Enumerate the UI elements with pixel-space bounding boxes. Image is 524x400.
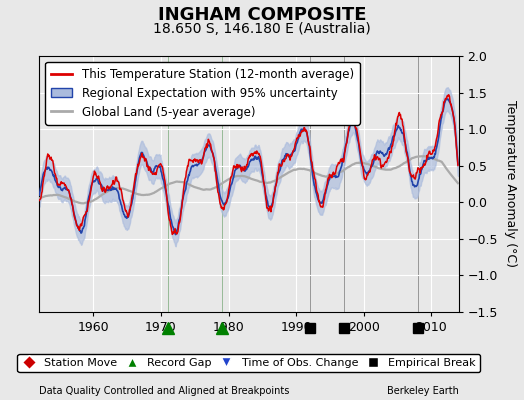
- Text: Berkeley Earth: Berkeley Earth: [387, 386, 458, 396]
- Legend: Station Move, Record Gap, Time of Obs. Change, Empirical Break: Station Move, Record Gap, Time of Obs. C…: [17, 354, 481, 372]
- Text: INGHAM COMPOSITE: INGHAM COMPOSITE: [158, 6, 366, 24]
- Legend: This Temperature Station (12-month average), Regional Expectation with 95% uncer: This Temperature Station (12-month avera…: [45, 62, 360, 124]
- Y-axis label: Temperature Anomaly (°C): Temperature Anomaly (°C): [505, 100, 518, 268]
- Text: 18.650 S, 146.180 E (Australia): 18.650 S, 146.180 E (Australia): [153, 22, 371, 36]
- Text: Data Quality Controlled and Aligned at Breakpoints: Data Quality Controlled and Aligned at B…: [39, 386, 290, 396]
